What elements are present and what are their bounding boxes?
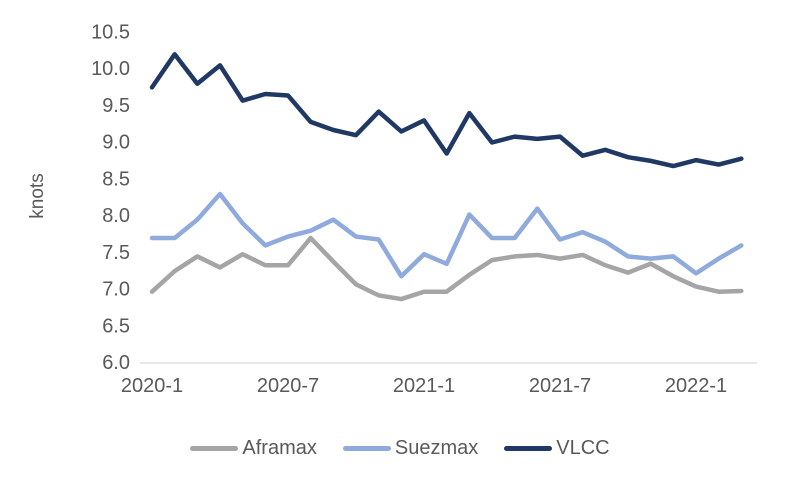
y-tick-label: 9.5 xyxy=(102,95,130,117)
vlcc-line-swatch xyxy=(504,445,553,451)
x-tick-label: 2020-7 xyxy=(257,375,319,397)
x-tick-label: 2022-1 xyxy=(665,375,727,397)
y-tick-label: 7.5 xyxy=(102,242,130,264)
legend-item-vlcc: VLCC xyxy=(504,437,610,459)
legend-item-aframax: Aframax xyxy=(190,437,317,459)
legend-label-suezmax: Suezmax xyxy=(394,437,479,459)
y-tick-label: 10.5 xyxy=(91,21,130,43)
legend-label-vlcc: VLCC xyxy=(556,437,610,459)
y-tick-label: 8.5 xyxy=(102,168,130,190)
y-tick-label: 8.0 xyxy=(102,205,130,227)
suezmax-line-swatch xyxy=(342,445,391,451)
x-tick-label: 2020-1 xyxy=(121,375,183,397)
aframax-line-swatch xyxy=(190,445,239,451)
chart-legend: Aframax Suezmax VLCC xyxy=(0,438,800,458)
x-tick-label: 2021-7 xyxy=(529,375,591,397)
y-axis-title: knots xyxy=(27,173,48,218)
y-tick-label: 10.0 xyxy=(91,58,130,80)
y-tick-label: 9.0 xyxy=(102,132,130,154)
aframax-line xyxy=(149,235,744,302)
y-tick-label: 6.5 xyxy=(102,315,130,337)
chart-plot-area: knots 6.0 6.5 7.0 7.5 8.0 8.5 9.0 9.5 10.0 10.5 20… xyxy=(27,21,757,397)
legend-item-suezmax: Suezmax xyxy=(342,437,479,459)
y-tick-label: 7.0 xyxy=(102,279,130,301)
vlcc-line xyxy=(149,52,744,169)
legend-label-aframax: Aframax xyxy=(242,437,317,459)
suezmax-line xyxy=(149,191,744,279)
y-tick-label: 6.0 xyxy=(102,352,130,374)
x-tick-label: 2021-1 xyxy=(393,375,455,397)
